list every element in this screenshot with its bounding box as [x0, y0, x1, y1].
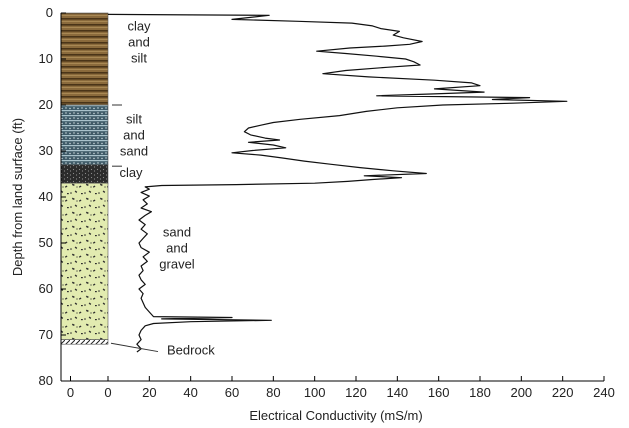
lithology-band-sand-gravel: [60, 182, 109, 340]
axes: 0 10 20 30 40 50 60 70 80 0 20 40 60 80 100 120 140 160 18…: [10, 5, 615, 423]
y-tick-label: 20: [39, 97, 53, 112]
x-tick-label: 200: [510, 385, 532, 400]
x-tick-label: 160: [428, 385, 450, 400]
lithology-label-clay-silt: clay: [127, 18, 151, 33]
lithology-label-bedrock: Bedrock: [167, 342, 215, 357]
y-axis-title: Depth from land surface (ft): [10, 118, 25, 276]
x-tick-label: 80: [266, 385, 280, 400]
lithology-label-clay: clay: [119, 165, 143, 180]
lithology-band-silt-sand: [60, 104, 109, 166]
y-tick-label: 70: [39, 327, 53, 342]
x-tick-label: 20: [142, 385, 156, 400]
conductivity-line: [107, 13, 568, 353]
x-tick-label: 240: [593, 385, 615, 400]
y-tick-label: 60: [39, 281, 53, 296]
lithology-label-silt-sand: and: [123, 127, 145, 142]
x-tick-label: 60: [225, 385, 239, 400]
lithology-label-silt-sand: silt: [126, 111, 142, 126]
x-axis-title: Electrical Conductivity (mS/m): [249, 408, 422, 423]
y-tick-label: 0: [46, 5, 53, 20]
lithology-band-bedrock: [60, 339, 109, 345]
lithology-labels: clayandsiltsiltandsandclaysandandgravelB…: [110, 18, 215, 357]
x-tick-label: 140: [386, 385, 408, 400]
y-tick-label: 10: [39, 51, 53, 66]
lithology-label-sand-gravel: gravel: [159, 257, 195, 272]
lithology-label-sand-gravel: and: [166, 241, 188, 256]
lithology-label-clay-silt: and: [128, 34, 150, 49]
x-tick-label: 220: [552, 385, 574, 400]
lithology-pointer-line: [110, 342, 159, 353]
x-tick-label: 180: [469, 385, 491, 400]
lithology-label-sand-gravel: sand: [163, 225, 191, 240]
lithology-label-silt-sand: sand: [120, 143, 148, 158]
y-tick-label: 30: [39, 143, 53, 158]
y-tick-label: 40: [39, 189, 53, 204]
y-tick-label: 80: [39, 373, 53, 388]
lithology-column: [60, 12, 109, 345]
lithology-band-clay-silt: [60, 12, 109, 106]
log-column-zero-label: 0: [67, 385, 74, 400]
x-tick-label: 120: [345, 385, 367, 400]
lithology-band-clay: [60, 164, 109, 184]
x-tick-label: 100: [304, 385, 326, 400]
x-tick-label: 0: [104, 385, 111, 400]
conductivity-series: [107, 13, 568, 353]
y-tick-label: 50: [39, 235, 53, 250]
x-tick-label: 40: [183, 385, 197, 400]
lithology-label-clay-silt: silt: [131, 50, 147, 65]
